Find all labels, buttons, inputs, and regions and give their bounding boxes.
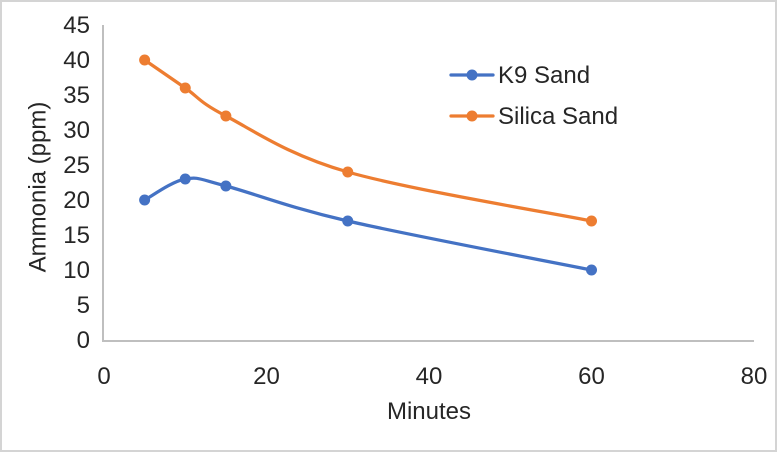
- legend-label: Silica Sand: [498, 103, 618, 130]
- legend-marker: [466, 110, 478, 122]
- data-point-k9-sand[interactable]: [342, 215, 354, 227]
- data-point-silica-sand[interactable]: [139, 54, 151, 66]
- x-tick-label: 20: [253, 363, 280, 390]
- plot-series[interactable]: [139, 54, 597, 276]
- data-point-k9-sand[interactable]: [139, 194, 151, 206]
- data-point-silica-sand[interactable]: [586, 215, 597, 227]
- legend-marker: [466, 69, 478, 81]
- legend-entry-k9-sand[interactable]: K9 Sand: [449, 62, 590, 89]
- y-tick-label: 35: [63, 82, 90, 109]
- x-tick-label: 60: [578, 363, 605, 390]
- x-axis-title: Minutes: [387, 398, 471, 425]
- legend-label: K9 Sand: [498, 62, 590, 89]
- y-tick-label: 0: [77, 327, 90, 354]
- y-tick-label: 15: [63, 222, 90, 249]
- legend: K9 Sand Silica Sand: [449, 62, 618, 130]
- y-tick-label: 5: [77, 292, 90, 319]
- y-tick-label: 30: [63, 117, 90, 144]
- y-axis-title: Ammonia (ppm): [25, 102, 52, 273]
- y-axis-tick-labels: 0 5 10 15 20 25 30 35 40 45: [63, 12, 90, 354]
- data-point-k9-sand[interactable]: [220, 180, 232, 192]
- y-tick-label: 40: [63, 47, 90, 74]
- series-k9-sand[interactable]: [139, 173, 597, 276]
- y-tick-label: 10: [63, 257, 90, 284]
- data-point-k9-sand[interactable]: [586, 264, 597, 276]
- series-silica-sand[interactable]: [139, 54, 597, 227]
- data-point-silica-sand[interactable]: [220, 110, 232, 122]
- legend-entry-silica-sand[interactable]: Silica Sand: [449, 103, 618, 130]
- y-tick-label: 45: [63, 12, 90, 39]
- data-point-k9-sand[interactable]: [179, 173, 191, 185]
- x-tick-label: 0: [97, 363, 110, 390]
- y-tick-label: 20: [63, 187, 90, 214]
- data-point-silica-sand[interactable]: [179, 82, 191, 94]
- data-point-silica-sand[interactable]: [342, 166, 354, 178]
- x-tick-label: 80: [741, 363, 768, 390]
- x-tick-label: 40: [416, 363, 443, 390]
- y-tick-label: 25: [63, 152, 90, 179]
- series-line-k9-sand[interactable]: [143, 176, 594, 272]
- x-axis-tick-labels: 0 20 40 60 80: [97, 363, 767, 390]
